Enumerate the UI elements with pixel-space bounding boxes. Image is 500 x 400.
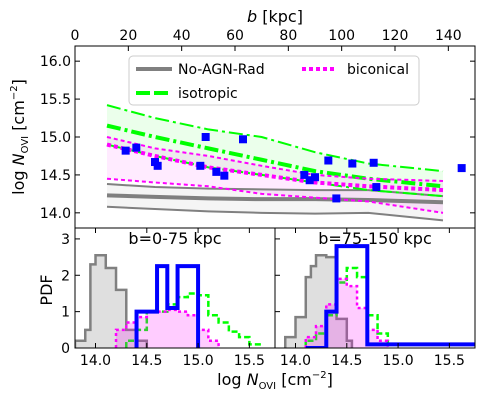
lower-y-tick-label: 0: [61, 341, 70, 357]
panel-left-title: b=0-75 kpc: [128, 229, 221, 248]
observation-point: [348, 159, 357, 168]
observation-point: [153, 161, 162, 170]
upper-y-label: log NOVI [cm−2]: [9, 79, 31, 195]
observation-point: [132, 143, 141, 152]
high-line-biconical: [106, 136, 444, 182]
observation-point: [305, 176, 314, 185]
observation-point: [457, 164, 466, 173]
top-tick-label: 100: [328, 28, 355, 44]
upper-y-ticks: 14.0 14.5 15.0 15.5 16.0: [40, 54, 475, 222]
observation-point: [372, 183, 381, 192]
lower-x-tick-label: 14.0: [80, 353, 111, 369]
top-tick-label: 80: [279, 28, 297, 44]
legend: No-AGN-Rad isotropic biconical: [128, 55, 420, 106]
lower-left-panel: [75, 254, 261, 348]
histograms: [75, 254, 261, 348]
observation-point: [300, 170, 309, 179]
observation-point: [324, 156, 333, 165]
legend-label-no-agn: No-AGN-Rad: [178, 62, 265, 78]
hist-isotropic: [304, 266, 400, 348]
upper-y-tick-label: 14.0: [40, 206, 71, 222]
lower-x-tick-label: 15.5: [434, 353, 465, 369]
observation-point: [311, 173, 319, 182]
observation-point: [220, 171, 229, 180]
top-tick-label: 140: [435, 28, 462, 44]
observation-point: [332, 194, 341, 203]
x-axis-label: log NOVI [cm−2]: [217, 370, 333, 392]
lower-x-tick-label: 15.5: [234, 353, 265, 369]
top-tick-label: 40: [173, 28, 191, 44]
lower-x-tick-label: 15.0: [382, 353, 413, 369]
low-line-biconical: [106, 177, 444, 214]
lower-y-tick-label: 2: [61, 268, 70, 284]
upper-panel: 14.0 14.5 15.0 15.5 16.0: [40, 45, 476, 229]
observation-point: [196, 161, 205, 170]
panel-right-title: b=75-150 kpc: [318, 229, 432, 248]
top-tick-label: 20: [119, 28, 137, 44]
observation-point: [201, 133, 210, 141]
upper-y-tick-label: 15.5: [40, 92, 71, 108]
upper-y-tick-label: 14.5: [40, 168, 71, 184]
upper-y-tick-label: 15.0: [40, 130, 71, 146]
hist-Observed: [134, 264, 201, 348]
top-tick-label: 120: [382, 28, 409, 44]
lower-x-ticks: 14.0 14.0 14.5 14.5 15.0 15.0 15.5 15.5: [80, 228, 465, 369]
observation-point: [212, 167, 221, 176]
lower-y-tick-label: 3: [61, 232, 70, 248]
model-lines: [106, 104, 444, 222]
band-No-AGN-Rad: [107, 184, 443, 221]
lower-x-tick-label: 14.0: [280, 353, 311, 369]
lower-x-tick-label: 14.5: [331, 353, 362, 369]
upper-y-tick-label: 16.0: [40, 54, 71, 70]
observation-points: [121, 133, 466, 203]
lower-right-frame: [274, 227, 476, 349]
low-line-No-AGN-Rad: [106, 205, 444, 222]
legend-label-biconical: biconical: [347, 62, 409, 78]
median-line-biconical: [106, 142, 444, 193]
lower-x-tick-label: 15.0: [182, 353, 213, 369]
high-line-isotropic: [106, 104, 444, 173]
band-isotropic: [107, 105, 443, 197]
lower-y-label: PDF: [37, 274, 56, 305]
hist-biconical: [114, 308, 220, 348]
legend-label-isotropic: isotropic: [178, 86, 238, 102]
lower-right-panel: [284, 244, 475, 348]
lower-y-ticks: 0 1 2 3: [61, 232, 280, 357]
top-tick-label: 60: [226, 28, 244, 44]
median-line-No-AGN-Rad: [106, 193, 444, 205]
observation-point: [239, 135, 247, 144]
top-axis-ticks: 0 20 40 60 80 100 120 140: [71, 28, 462, 51]
histograms: [284, 244, 475, 348]
observation-point: [121, 146, 130, 155]
observation-point: [369, 158, 378, 167]
top-tick-label: 0: [71, 28, 80, 44]
median-line-isotropic: [106, 123, 444, 189]
top-axis-title: b [kpc]: [247, 7, 303, 26]
lower-x-tick-label: 14.5: [131, 353, 162, 369]
lower-y-tick-label: 1: [61, 305, 70, 321]
hist-Observed: [305, 244, 475, 348]
high-line-No-AGN-Rad: [106, 183, 444, 198]
